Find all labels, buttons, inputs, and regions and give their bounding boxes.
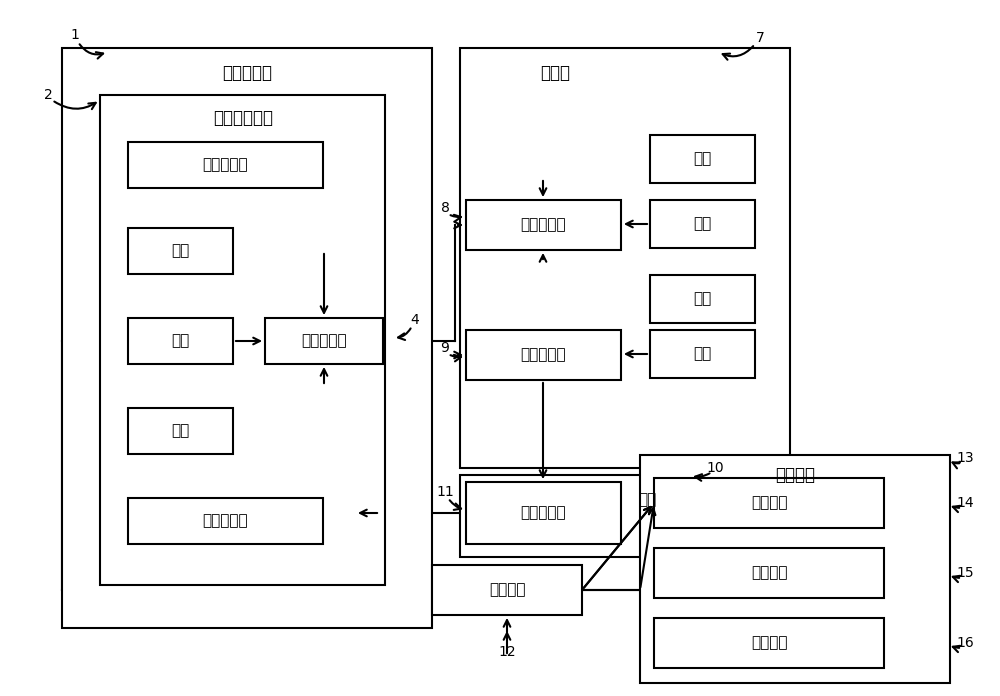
Text: 掌部: 掌部 <box>171 333 189 349</box>
Text: 14: 14 <box>956 496 974 510</box>
Bar <box>128 498 323 544</box>
Text: 激光接收器: 激光接收器 <box>520 505 566 521</box>
Bar <box>650 135 755 183</box>
Text: 接触感应器: 接触感应器 <box>520 217 566 232</box>
Text: 显示模块: 显示模块 <box>751 565 787 580</box>
Text: 靶板: 靶板 <box>638 493 656 507</box>
Text: 9: 9 <box>441 341 449 355</box>
Text: 指部: 指部 <box>171 244 189 258</box>
Text: 激光发射器: 激光发射器 <box>520 347 566 363</box>
Bar <box>466 200 621 250</box>
Bar <box>654 548 884 598</box>
Text: 1: 1 <box>71 28 79 42</box>
Bar <box>100 95 385 585</box>
Text: 速度传感器: 速度传感器 <box>202 157 248 173</box>
Text: 握把: 握把 <box>693 216 711 232</box>
Bar <box>128 228 233 274</box>
Bar <box>650 330 755 378</box>
Text: 8: 8 <box>441 201 449 215</box>
Text: 13: 13 <box>956 451 974 465</box>
Bar <box>432 565 582 615</box>
Text: 监测模块: 监测模块 <box>751 496 787 510</box>
Bar <box>128 318 233 364</box>
Bar <box>62 48 432 628</box>
Text: 16: 16 <box>956 636 974 650</box>
Text: 11: 11 <box>436 485 454 499</box>
Text: 枪托: 枪托 <box>693 292 711 306</box>
Text: 扳机: 扳机 <box>693 152 711 166</box>
Text: 通讯模块: 通讯模块 <box>489 583 525 597</box>
Text: 穿戴感应服: 穿戴感应服 <box>222 64 272 82</box>
Text: 智能终端: 智能终端 <box>775 466 815 484</box>
Bar <box>128 142 323 188</box>
Bar <box>460 48 790 468</box>
Bar <box>128 408 233 454</box>
Bar <box>654 478 884 528</box>
Text: 打印模块: 打印模块 <box>751 635 787 651</box>
Text: 肩部: 肩部 <box>171 423 189 438</box>
Bar <box>460 475 690 557</box>
Text: 枪身: 枪身 <box>693 347 711 361</box>
Bar <box>466 482 621 544</box>
Text: 12: 12 <box>498 645 516 659</box>
Text: 方向感应器: 方向感应器 <box>202 514 248 528</box>
Text: 轻武器: 轻武器 <box>540 64 570 82</box>
Text: 10: 10 <box>706 461 724 475</box>
Bar <box>654 618 884 668</box>
Text: 4: 4 <box>411 313 419 327</box>
Bar <box>650 200 755 248</box>
Text: 压力传感器: 压力传感器 <box>301 333 347 349</box>
Bar <box>466 330 621 380</box>
Text: 7: 7 <box>756 31 764 45</box>
Text: 力量采集模块: 力量采集模块 <box>213 109 273 127</box>
Bar <box>265 318 383 364</box>
Text: 2: 2 <box>44 88 52 102</box>
Bar <box>650 275 755 323</box>
Bar <box>640 455 950 683</box>
Text: 15: 15 <box>956 566 974 580</box>
